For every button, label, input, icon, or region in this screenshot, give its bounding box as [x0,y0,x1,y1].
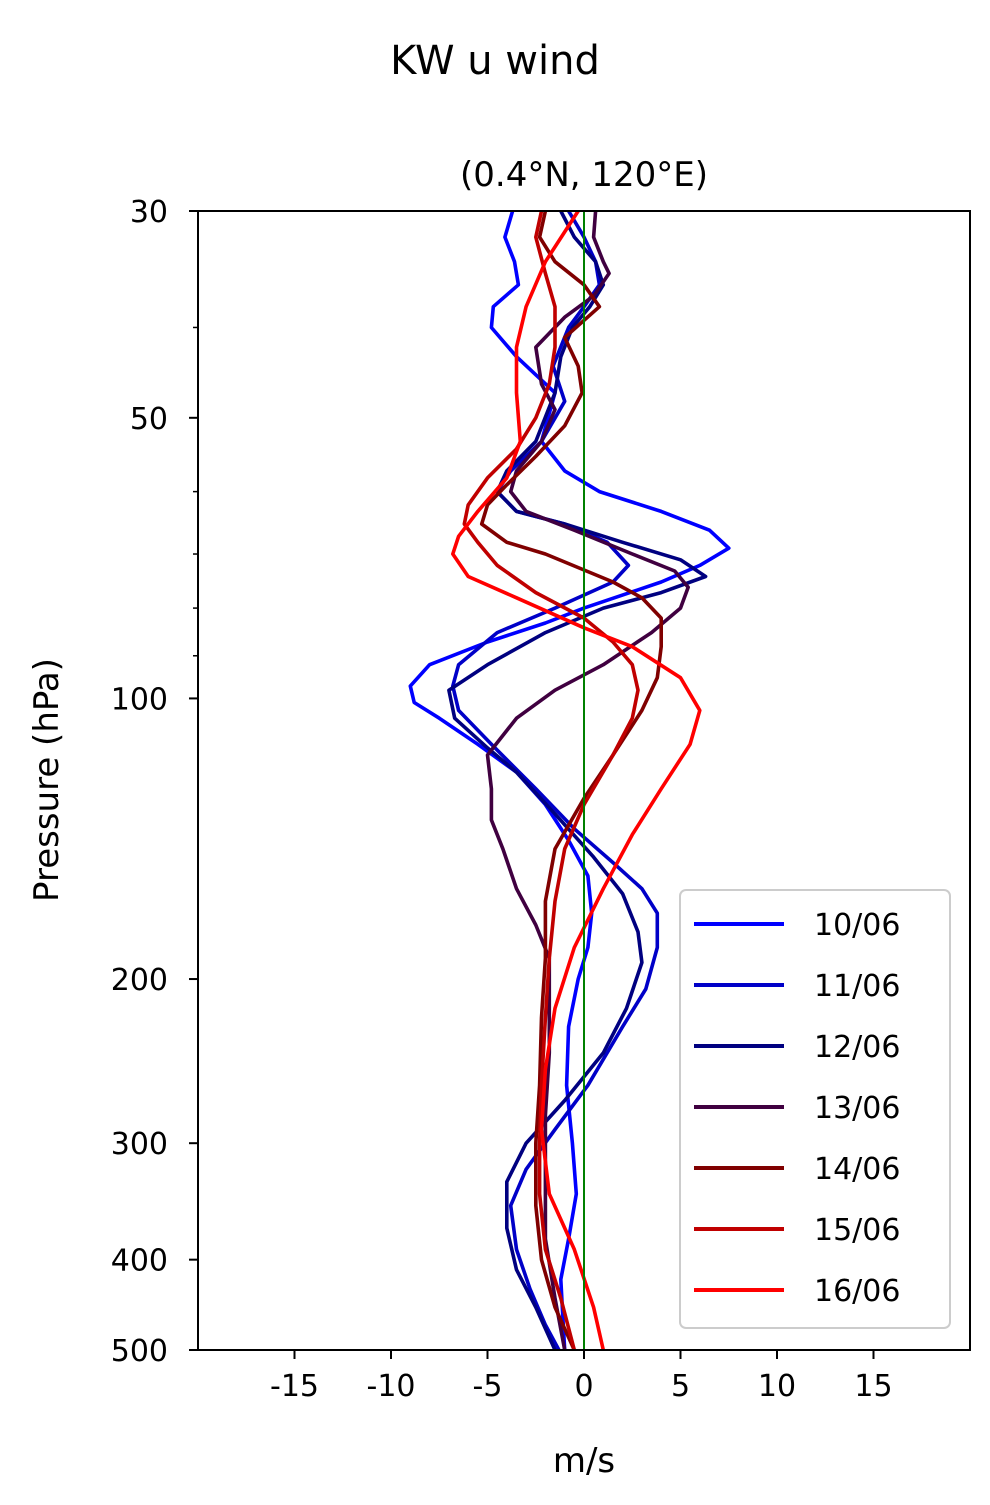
series-line-16-06 [451,211,702,1350]
plot-area: -15 -10 -5 0 5 10 15 30 50 100 200 300 400 500 [111,195,971,1404]
series-line-10-06 [408,211,731,1350]
chart-title: (0.4°N, 120°E) [460,155,708,195]
x-tick-label: -10 [367,1369,416,1404]
series-line-11-06 [451,211,660,1350]
x-tick-label: 5 [671,1369,690,1404]
legend-label: 15/06 [814,1213,900,1248]
series-line-13-06 [485,211,690,1350]
x-tick-label: -5 [473,1369,503,1404]
legend-label: 12/06 [814,1030,900,1065]
legend-label: 14/06 [814,1152,900,1187]
series-lines [408,211,731,1350]
x-axis-label: m/s [553,1441,615,1481]
y-tick-label: 50 [130,402,168,437]
series-line-14-06 [479,211,663,1350]
legend-label: 10/06 [814,908,900,943]
legend-box [679,889,951,1329]
legend: 10/06 11/06 12/06 13/06 14/06 15/06 16/06 [679,889,951,1329]
y-tick-label: 200 [111,963,168,998]
chart-suptitle: KW u wind [390,38,600,84]
y-tick-label: 30 [130,195,168,230]
x-tick-label: 10 [758,1369,796,1404]
x-tick-label: 0 [574,1369,593,1404]
legend-label: 13/06 [814,1091,900,1126]
y-axis-label: Pressure (hPa) [27,658,67,902]
y-tick-label: 300 [111,1127,168,1162]
series-line-12-06 [447,211,708,1350]
x-tick-label: 15 [854,1369,892,1404]
y-tick-label: 500 [111,1334,168,1369]
y-tick-label: 400 [111,1244,168,1279]
x-tick-label: -15 [270,1369,319,1404]
series-line-15-06 [462,211,640,1350]
y-tick-label: 100 [111,682,168,717]
legend-label: 11/06 [814,969,900,1004]
legend-label: 16/06 [814,1274,900,1309]
